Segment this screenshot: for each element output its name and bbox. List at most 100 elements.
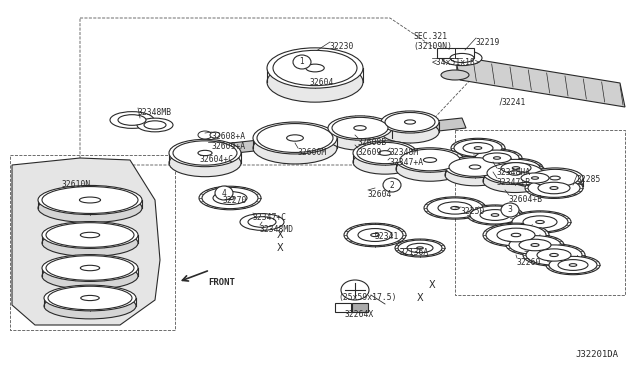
Text: 32348HA: 32348HA — [497, 168, 531, 177]
Text: 32600M: 32600M — [298, 148, 327, 157]
Polygon shape — [12, 158, 160, 325]
Text: 32604: 32604 — [310, 78, 334, 87]
Ellipse shape — [46, 256, 134, 280]
Ellipse shape — [169, 140, 241, 167]
Ellipse shape — [525, 177, 583, 198]
Ellipse shape — [381, 111, 439, 133]
Text: 32608+A: 32608+A — [212, 132, 246, 141]
Text: 4: 4 — [221, 189, 227, 198]
Text: 32609+A: 32609+A — [212, 142, 246, 151]
Ellipse shape — [538, 182, 570, 194]
Ellipse shape — [357, 142, 413, 164]
Ellipse shape — [306, 64, 324, 72]
Ellipse shape — [344, 223, 406, 247]
Ellipse shape — [472, 149, 522, 167]
Ellipse shape — [199, 186, 261, 210]
Ellipse shape — [569, 264, 577, 266]
Text: 32604: 32604 — [368, 190, 392, 199]
Ellipse shape — [483, 223, 549, 247]
Text: 32348MB: 32348MB — [138, 108, 172, 117]
Ellipse shape — [248, 217, 276, 227]
Ellipse shape — [38, 185, 142, 215]
Ellipse shape — [202, 187, 258, 209]
Ellipse shape — [44, 285, 136, 311]
Text: (25x59x17.5): (25x59x17.5) — [338, 293, 397, 302]
Ellipse shape — [198, 131, 212, 139]
Ellipse shape — [328, 126, 392, 150]
Text: 32604+C: 32604+C — [200, 155, 234, 164]
Ellipse shape — [396, 157, 464, 181]
Ellipse shape — [528, 179, 580, 198]
Ellipse shape — [451, 138, 505, 158]
Ellipse shape — [497, 228, 535, 242]
Ellipse shape — [110, 112, 154, 128]
Text: 32219: 32219 — [476, 38, 500, 47]
Ellipse shape — [549, 256, 597, 274]
Ellipse shape — [531, 177, 538, 179]
FancyBboxPatch shape — [335, 303, 351, 312]
Ellipse shape — [489, 158, 543, 178]
Ellipse shape — [492, 159, 540, 177]
Ellipse shape — [226, 196, 234, 200]
Text: (32109N): (32109N) — [413, 42, 452, 51]
Ellipse shape — [42, 187, 138, 214]
Ellipse shape — [483, 153, 511, 163]
Text: 32285: 32285 — [577, 175, 602, 184]
Ellipse shape — [396, 148, 464, 172]
Text: 32241: 32241 — [502, 98, 526, 107]
Ellipse shape — [486, 224, 546, 246]
Ellipse shape — [240, 214, 284, 230]
Ellipse shape — [546, 255, 600, 275]
Text: 32608B: 32608B — [358, 138, 387, 147]
Text: 32348MD: 32348MD — [260, 225, 294, 234]
Ellipse shape — [267, 48, 363, 88]
Ellipse shape — [470, 206, 520, 224]
Text: X: X — [417, 293, 423, 303]
Ellipse shape — [273, 50, 357, 86]
Text: 32348M: 32348M — [390, 148, 419, 157]
Ellipse shape — [449, 158, 501, 176]
FancyBboxPatch shape — [352, 303, 368, 312]
Ellipse shape — [42, 263, 138, 289]
Ellipse shape — [46, 223, 134, 247]
Ellipse shape — [510, 169, 560, 187]
Ellipse shape — [531, 169, 579, 187]
Ellipse shape — [463, 142, 493, 153]
Text: 32610N: 32610N — [62, 180, 92, 189]
Text: FRONT: FRONT — [208, 278, 235, 287]
Ellipse shape — [354, 126, 366, 130]
Ellipse shape — [417, 247, 423, 249]
Ellipse shape — [137, 118, 173, 132]
Ellipse shape — [253, 132, 337, 164]
Text: 32341: 32341 — [375, 232, 399, 241]
Ellipse shape — [79, 197, 100, 203]
Ellipse shape — [253, 122, 337, 154]
Ellipse shape — [474, 147, 482, 149]
Ellipse shape — [509, 211, 571, 233]
Ellipse shape — [445, 164, 505, 186]
Ellipse shape — [523, 216, 557, 228]
Ellipse shape — [81, 265, 100, 271]
Text: J32201DA: J32201DA — [575, 350, 618, 359]
Ellipse shape — [358, 228, 392, 241]
Text: 32264X: 32264X — [345, 310, 374, 319]
Ellipse shape — [81, 232, 100, 238]
Ellipse shape — [526, 245, 582, 265]
Ellipse shape — [353, 150, 417, 174]
Ellipse shape — [527, 176, 583, 196]
Ellipse shape — [536, 221, 544, 224]
Text: 32347+C: 32347+C — [253, 213, 287, 222]
Ellipse shape — [257, 124, 333, 153]
Ellipse shape — [527, 168, 583, 188]
Ellipse shape — [550, 176, 560, 180]
Ellipse shape — [493, 157, 500, 159]
Ellipse shape — [424, 158, 436, 162]
Text: 32604+B: 32604+B — [509, 195, 543, 204]
Ellipse shape — [44, 293, 136, 319]
Ellipse shape — [341, 280, 369, 300]
Ellipse shape — [347, 224, 403, 246]
Ellipse shape — [48, 286, 132, 310]
Ellipse shape — [550, 187, 558, 189]
Ellipse shape — [521, 173, 549, 183]
Ellipse shape — [492, 214, 499, 217]
